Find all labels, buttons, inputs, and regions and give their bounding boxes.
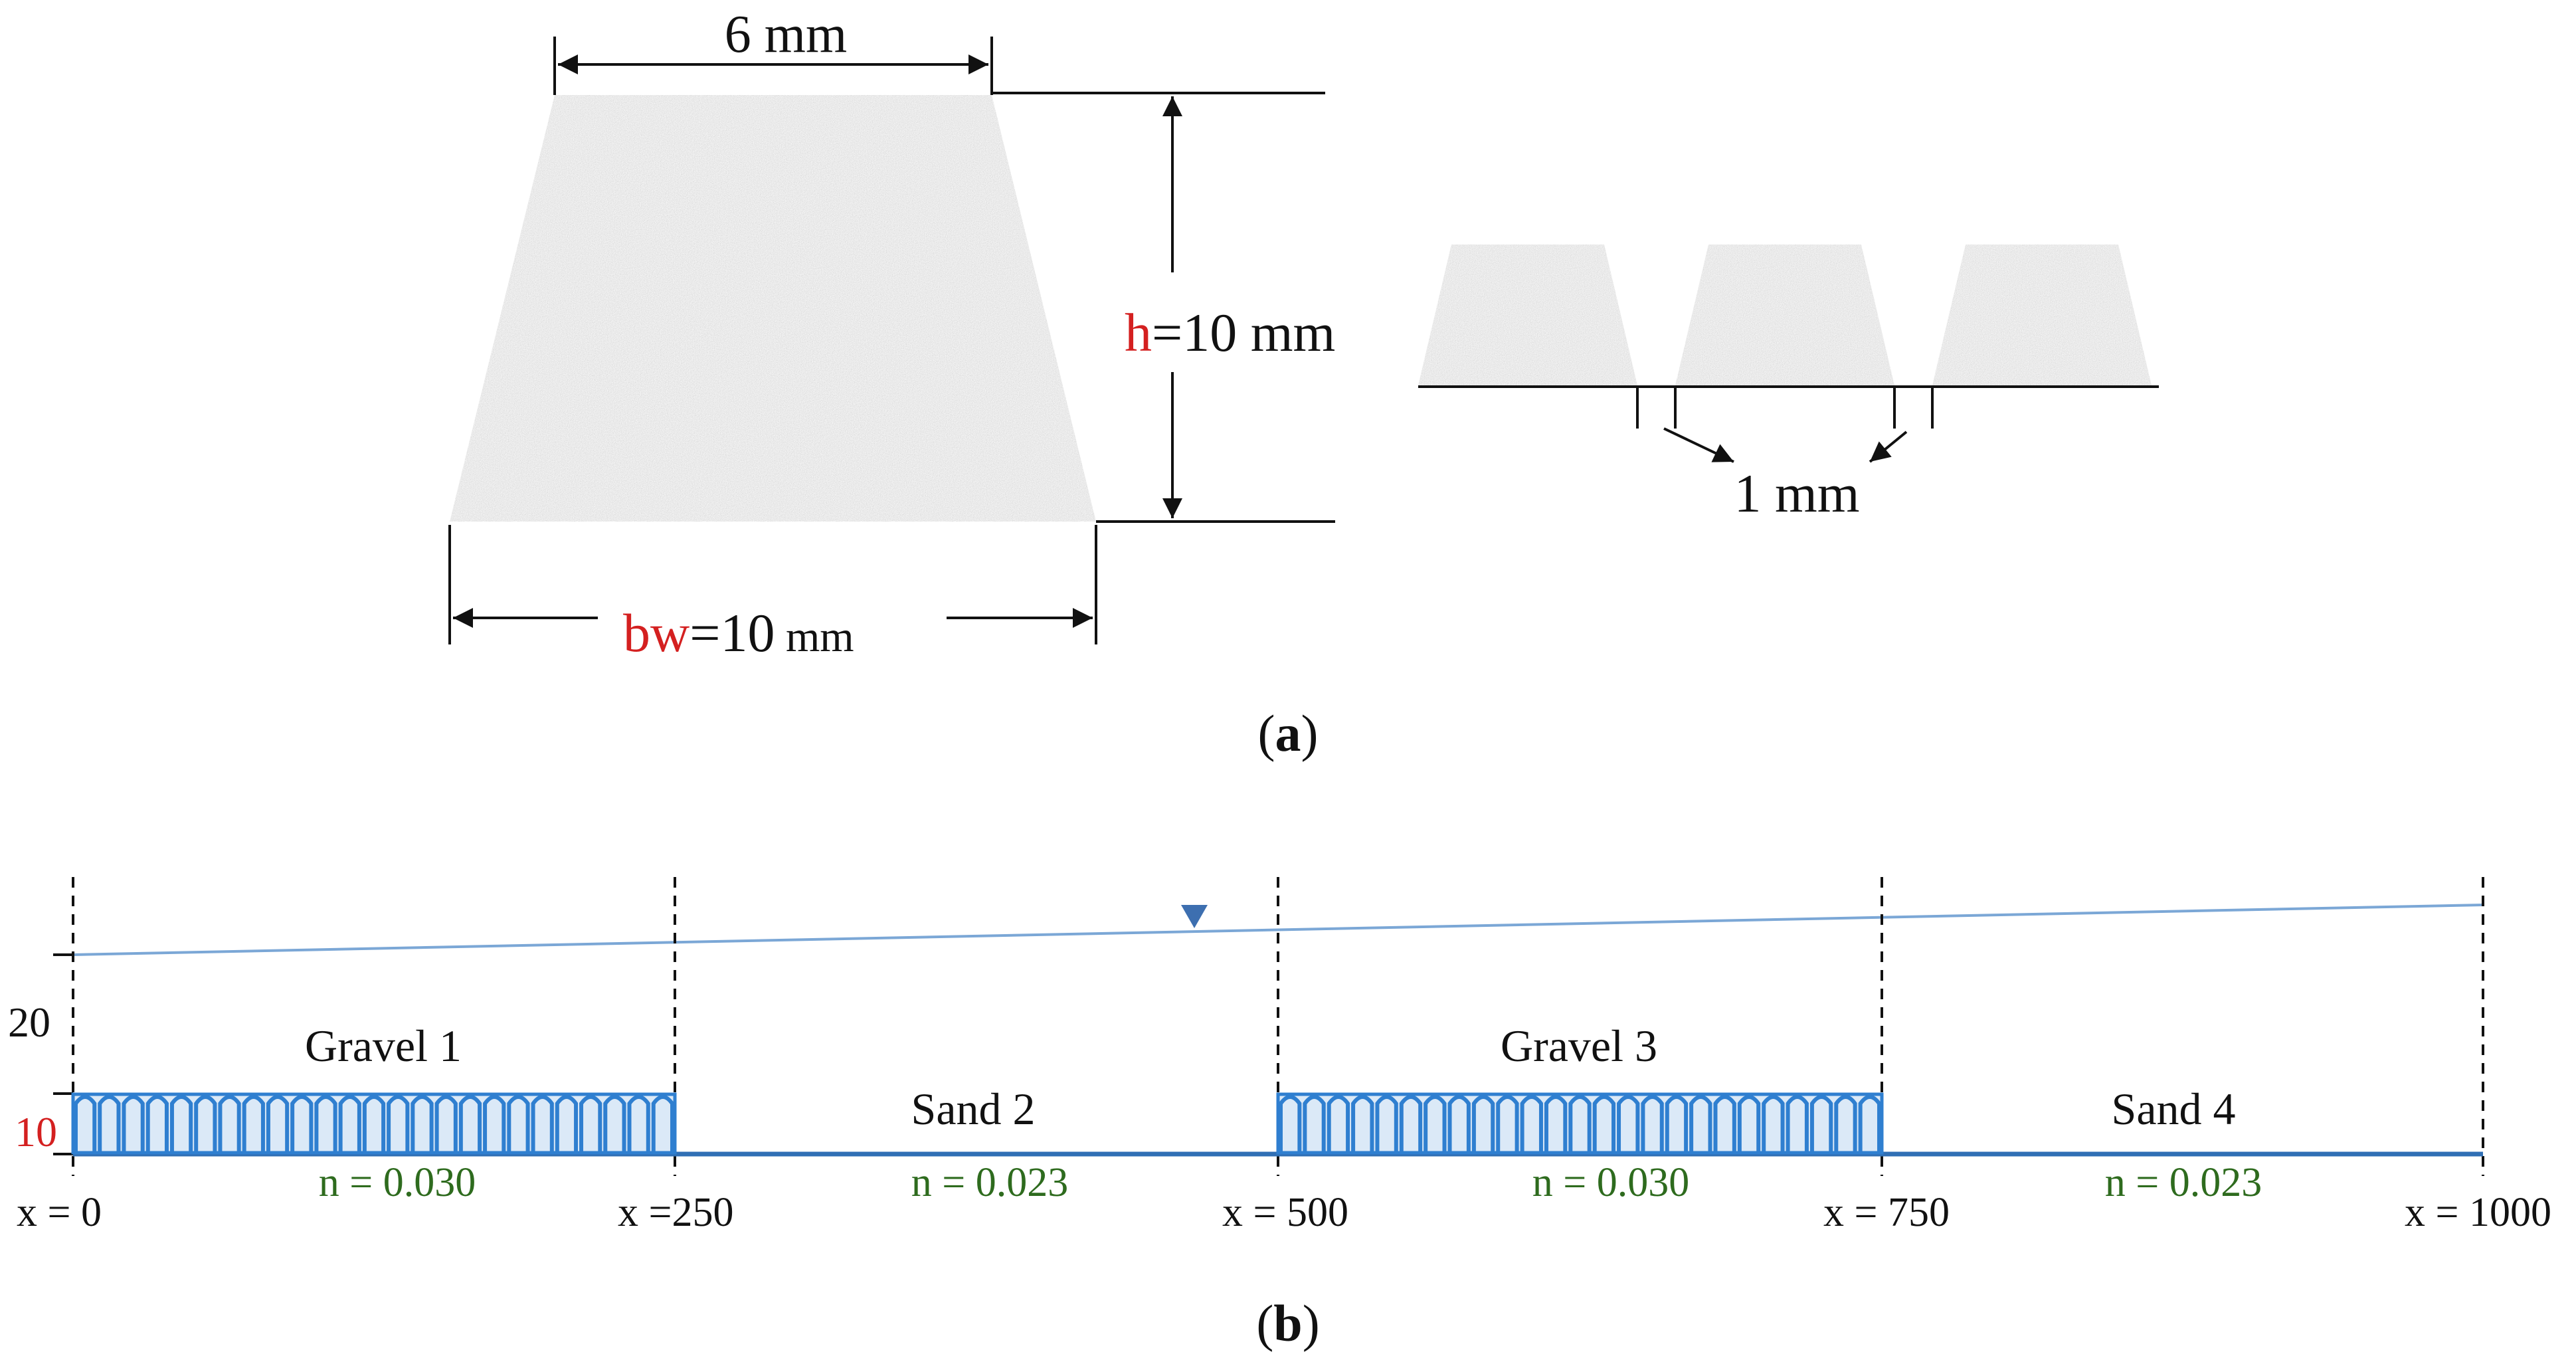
roughness-label-4: n = 0.023 xyxy=(2105,1160,2262,1205)
roughness-element xyxy=(98,1095,121,1153)
roughness-element xyxy=(145,1095,169,1153)
roughness-element xyxy=(1496,1095,1519,1153)
roughness-element xyxy=(338,1095,361,1153)
roughness-element xyxy=(1592,1095,1616,1153)
roughness-element xyxy=(218,1095,241,1153)
roughness-element xyxy=(1762,1095,1785,1153)
roughness-element xyxy=(1737,1095,1761,1153)
top-width-dimension xyxy=(553,37,993,95)
roughness-element xyxy=(555,1095,579,1153)
roughness-element xyxy=(73,1095,97,1153)
height-variable: h xyxy=(1125,302,1152,363)
reach-name-2: Sand 2 xyxy=(911,1084,1036,1134)
base-width-value: =10 xyxy=(690,603,775,663)
roughness-element xyxy=(1809,1095,1833,1153)
roughness-element xyxy=(507,1095,530,1153)
roughness-element xyxy=(1786,1095,1809,1153)
roughness-element xyxy=(169,1095,193,1153)
base-width-variable: bw xyxy=(623,603,690,663)
top-width-label: 6 mm xyxy=(725,5,847,64)
roughness-element xyxy=(1713,1095,1736,1153)
panel-b: 20 10 Gravel 1 Sand 2 Gravel 3 Sand 4 n … xyxy=(8,877,2551,1352)
small-element xyxy=(1675,244,1894,385)
roughness-element xyxy=(651,1095,675,1153)
gravel-band xyxy=(71,1092,677,1155)
roughness-element xyxy=(1617,1095,1640,1153)
roughness-element xyxy=(483,1095,506,1153)
roughness-element xyxy=(1689,1095,1712,1153)
height-dimension xyxy=(992,92,1335,523)
roughness-element xyxy=(1399,1095,1423,1153)
reach-name-4: Sand 4 xyxy=(2112,1084,2236,1134)
small-element xyxy=(1932,244,2152,385)
roughness-element xyxy=(242,1095,265,1153)
depth-axis xyxy=(53,953,73,1155)
gravel-elements-3 xyxy=(1276,1092,1884,1155)
roughness-element xyxy=(603,1095,626,1153)
base-width-label: bw=10 mm xyxy=(623,603,854,663)
base-width-unit: mm xyxy=(775,613,854,661)
roughness-element xyxy=(1665,1095,1689,1153)
reach-name-3: Gravel 3 xyxy=(1501,1021,1657,1071)
roughness-element xyxy=(387,1095,410,1153)
gravel-band xyxy=(1276,1092,1884,1155)
roughness-element xyxy=(1520,1095,1543,1153)
large-roughness-element xyxy=(450,95,1096,522)
water-level-marker-icon xyxy=(1181,905,1208,928)
station-label-1000: x = 1000 xyxy=(2405,1190,2551,1235)
roughness-element xyxy=(579,1095,602,1153)
panel-b-caption: (b) xyxy=(1256,1294,1319,1352)
roughness-element xyxy=(314,1095,337,1153)
panel-a: 6 mm h=10 mm bw=10 mm xyxy=(448,5,2159,762)
panel-a-caption: (a) xyxy=(1258,704,1319,762)
roughness-element xyxy=(1858,1095,1881,1153)
station-label-250: x =250 xyxy=(618,1190,733,1235)
depth-tick-20: 20 xyxy=(8,999,50,1046)
roughness-element xyxy=(1544,1095,1568,1153)
roughness-element xyxy=(194,1095,217,1153)
small-element xyxy=(1418,244,1637,385)
roughness-element xyxy=(122,1095,145,1153)
roughness-element xyxy=(1375,1095,1398,1153)
roughness-label-1: n = 0.030 xyxy=(319,1160,476,1205)
roughness-element xyxy=(531,1095,554,1153)
depth-tick-10: 10 xyxy=(15,1108,57,1155)
roughness-element xyxy=(1327,1095,1350,1153)
roughness-element xyxy=(1351,1095,1374,1153)
roughness-element xyxy=(1279,1095,1302,1153)
roughness-element xyxy=(458,1095,482,1153)
height-value: =10 mm xyxy=(1152,302,1335,363)
water-surface-line xyxy=(72,904,2484,956)
roughness-element xyxy=(1568,1095,1592,1153)
roughness-element xyxy=(1471,1095,1495,1153)
roughness-element xyxy=(434,1095,458,1153)
roughness-element xyxy=(1834,1095,1857,1153)
roughness-element xyxy=(627,1095,650,1153)
roughness-label-3: n = 0.030 xyxy=(1532,1160,1689,1205)
roughness-element xyxy=(362,1095,386,1153)
roughness-element xyxy=(1447,1095,1471,1153)
gap-label: 1 mm xyxy=(1734,463,1859,524)
station-label-750: x = 750 xyxy=(1823,1190,1950,1235)
roughness-label-2: n = 0.023 xyxy=(911,1160,1068,1205)
roughness-element xyxy=(1303,1095,1326,1153)
gravel-elements-1 xyxy=(71,1092,677,1155)
height-label: h=10 mm xyxy=(1125,302,1335,363)
gap-arrows xyxy=(1663,427,1908,463)
station-label-0: x = 0 xyxy=(17,1190,102,1235)
roughness-element xyxy=(1424,1095,1447,1153)
reach-name-1: Gravel 1 xyxy=(305,1021,462,1071)
roughness-element xyxy=(1641,1095,1664,1153)
element-array: 1 mm xyxy=(1418,244,2159,524)
roughness-element xyxy=(266,1095,290,1153)
station-label-500: x = 500 xyxy=(1222,1190,1348,1235)
gap-ticks xyxy=(1636,387,1934,429)
roughness-element xyxy=(290,1095,314,1153)
base-width-dimension xyxy=(448,525,1097,644)
roughness-element xyxy=(411,1095,434,1153)
